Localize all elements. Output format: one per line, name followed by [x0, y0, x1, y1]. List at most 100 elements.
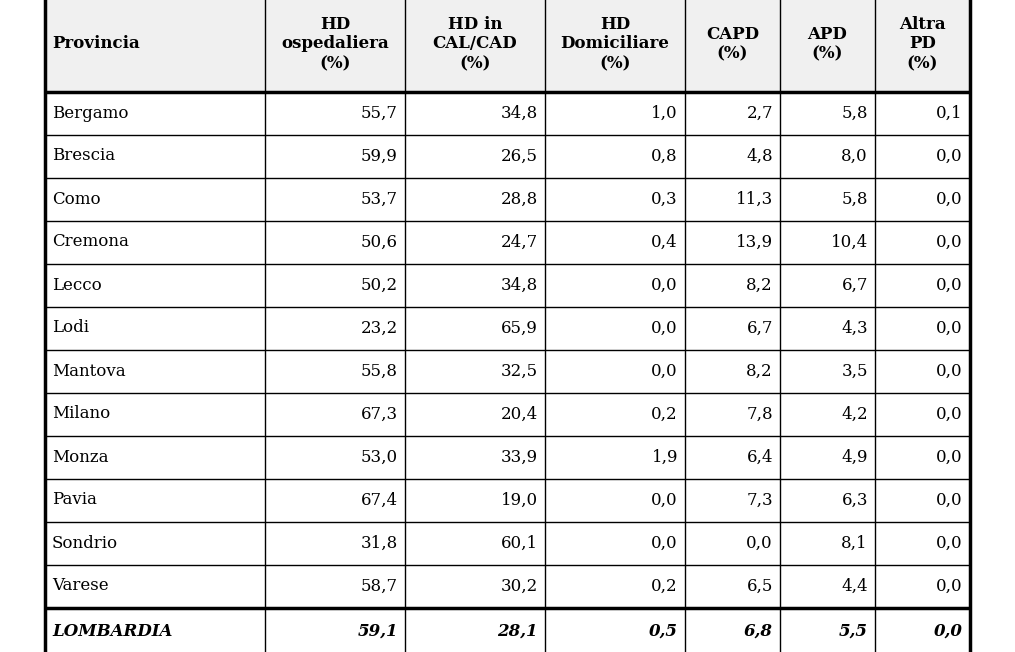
Text: APD
(%): APD (%) — [808, 25, 848, 63]
Text: 5,5: 5,5 — [839, 623, 868, 640]
Text: 0,0: 0,0 — [937, 406, 963, 422]
Text: Como: Como — [52, 190, 100, 207]
Text: 32,5: 32,5 — [500, 363, 538, 379]
Text: 6,5: 6,5 — [747, 578, 773, 595]
Text: 0,0: 0,0 — [652, 535, 678, 552]
Text: 0,3: 0,3 — [652, 190, 678, 207]
Text: Mantova: Mantova — [52, 363, 126, 379]
Text: 4,3: 4,3 — [841, 319, 868, 336]
Text: 8,0: 8,0 — [841, 147, 868, 164]
Text: 31,8: 31,8 — [360, 535, 398, 552]
Text: 67,3: 67,3 — [361, 406, 398, 422]
Text: 10,4: 10,4 — [830, 233, 868, 250]
Text: 0,2: 0,2 — [652, 578, 678, 595]
Text: Brescia: Brescia — [52, 147, 115, 164]
Text: 4,8: 4,8 — [746, 147, 773, 164]
Text: 20,4: 20,4 — [500, 406, 538, 422]
Text: 5,8: 5,8 — [841, 190, 868, 207]
Text: 0,0: 0,0 — [937, 578, 963, 595]
Text: 6,7: 6,7 — [841, 276, 868, 293]
Text: Pavia: Pavia — [52, 492, 96, 509]
Text: 0,0: 0,0 — [937, 492, 963, 509]
Text: 0,0: 0,0 — [652, 276, 678, 293]
Text: LOMBARDIA: LOMBARDIA — [52, 623, 173, 640]
Text: HD
Domiciliare
(%): HD Domiciliare (%) — [560, 16, 670, 72]
Text: 6,7: 6,7 — [746, 319, 773, 336]
Text: 1,0: 1,0 — [652, 104, 678, 121]
Text: 0,0: 0,0 — [937, 449, 963, 466]
Text: Milano: Milano — [52, 406, 111, 422]
Text: 28,8: 28,8 — [500, 190, 538, 207]
Text: 4,9: 4,9 — [841, 449, 868, 466]
Text: 23,2: 23,2 — [360, 319, 398, 336]
Text: 8,2: 8,2 — [746, 276, 773, 293]
Text: 0,0: 0,0 — [746, 535, 773, 552]
Text: 8,2: 8,2 — [746, 363, 773, 379]
Text: 0,0: 0,0 — [937, 319, 963, 336]
Text: 50,6: 50,6 — [361, 233, 398, 250]
Text: 0,0: 0,0 — [652, 492, 678, 509]
Text: CAPD
(%): CAPD (%) — [706, 25, 759, 63]
Text: 7,3: 7,3 — [746, 492, 773, 509]
Text: 50,2: 50,2 — [361, 276, 398, 293]
Text: 2,7: 2,7 — [746, 104, 773, 121]
Text: 0,0: 0,0 — [937, 147, 963, 164]
Text: 7,8: 7,8 — [746, 406, 773, 422]
Text: Varese: Varese — [52, 578, 109, 595]
Text: Monza: Monza — [52, 449, 109, 466]
Text: 6,4: 6,4 — [746, 449, 773, 466]
Text: 4,4: 4,4 — [841, 578, 868, 595]
Text: 34,8: 34,8 — [500, 276, 538, 293]
Text: 0,0: 0,0 — [937, 535, 963, 552]
Text: 1,9: 1,9 — [652, 449, 678, 466]
Text: 6,8: 6,8 — [744, 623, 773, 640]
Text: HD
ospedaliera
(%): HD ospedaliera (%) — [281, 16, 389, 72]
Text: 0,0: 0,0 — [937, 276, 963, 293]
Text: 28,1: 28,1 — [497, 623, 538, 640]
Text: HD in
CAL/CAD
(%): HD in CAL/CAD (%) — [432, 16, 518, 72]
Text: 53,7: 53,7 — [361, 190, 398, 207]
Text: 19,0: 19,0 — [500, 492, 538, 509]
Text: 0,1: 0,1 — [937, 104, 963, 121]
Bar — [45, 91, 970, 608]
Text: 5,8: 5,8 — [841, 104, 868, 121]
Text: 0,2: 0,2 — [652, 406, 678, 422]
Text: 0,0: 0,0 — [652, 363, 678, 379]
Text: 53,0: 53,0 — [361, 449, 398, 466]
Text: Bergamo: Bergamo — [52, 104, 129, 121]
Text: 24,7: 24,7 — [500, 233, 538, 250]
Text: 13,9: 13,9 — [736, 233, 773, 250]
Text: Cremona: Cremona — [52, 233, 129, 250]
Text: 55,8: 55,8 — [361, 363, 398, 379]
Text: 0,5: 0,5 — [649, 623, 678, 640]
Text: 0,0: 0,0 — [652, 319, 678, 336]
Text: 30,2: 30,2 — [500, 578, 538, 595]
Text: 3,5: 3,5 — [841, 363, 868, 379]
Text: 59,1: 59,1 — [357, 623, 398, 640]
Text: 67,4: 67,4 — [361, 492, 398, 509]
Text: Altra
PD
(%): Altra PD (%) — [899, 16, 946, 72]
Text: 0,0: 0,0 — [937, 190, 963, 207]
Text: 65,9: 65,9 — [501, 319, 538, 336]
Text: 55,7: 55,7 — [361, 104, 398, 121]
Text: Provincia: Provincia — [52, 35, 140, 53]
Text: 60,1: 60,1 — [500, 535, 538, 552]
Text: 26,5: 26,5 — [501, 147, 538, 164]
Text: 34,8: 34,8 — [500, 104, 538, 121]
Text: 6,3: 6,3 — [841, 492, 868, 509]
Text: 58,7: 58,7 — [361, 578, 398, 595]
Text: 33,9: 33,9 — [500, 449, 538, 466]
Bar — [45, 0, 970, 91]
Text: 4,2: 4,2 — [841, 406, 868, 422]
Text: 0,8: 0,8 — [652, 147, 678, 164]
Text: 8,1: 8,1 — [841, 535, 868, 552]
Text: 0,4: 0,4 — [652, 233, 678, 250]
Text: 0,0: 0,0 — [934, 623, 963, 640]
Text: 0,0: 0,0 — [937, 233, 963, 250]
Bar — [45, 608, 970, 652]
Text: Lecco: Lecco — [52, 276, 102, 293]
Text: 59,9: 59,9 — [361, 147, 398, 164]
Text: Sondrio: Sondrio — [52, 535, 118, 552]
Text: 11,3: 11,3 — [736, 190, 773, 207]
Text: Lodi: Lodi — [52, 319, 89, 336]
